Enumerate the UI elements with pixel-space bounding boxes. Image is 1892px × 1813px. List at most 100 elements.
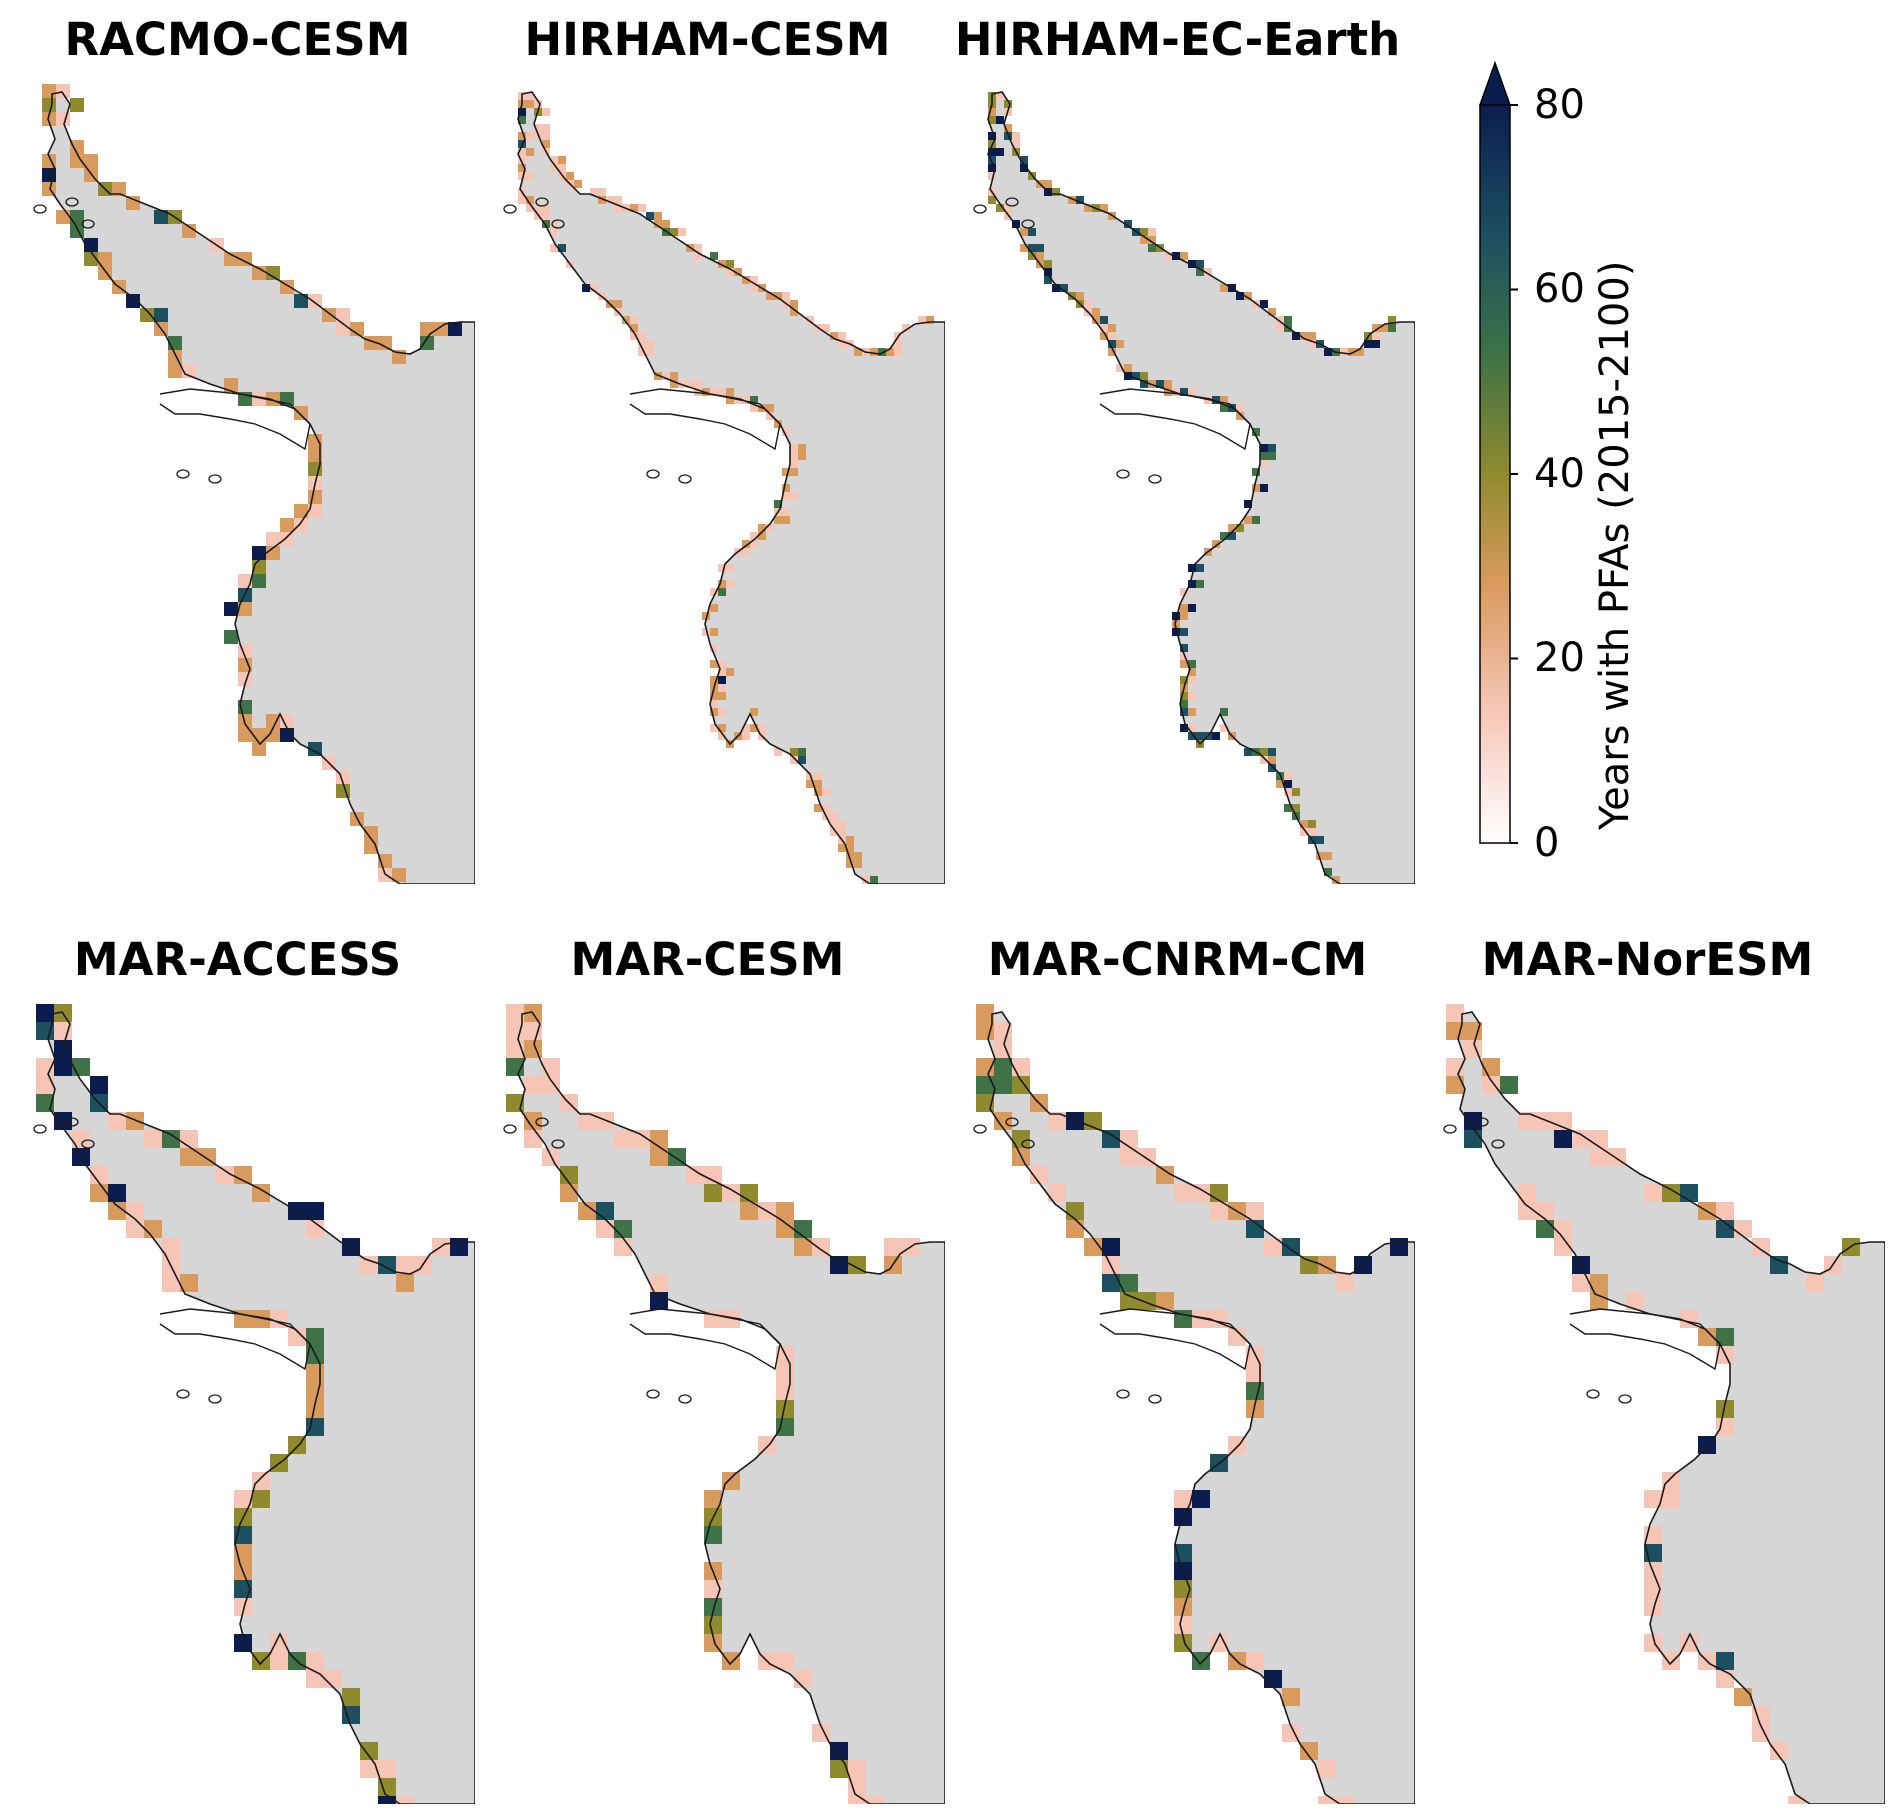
pfa-cell: [718, 708, 726, 716]
pfa-cell: [1252, 468, 1260, 476]
pfa-cell: [1030, 1166, 1048, 1184]
pfa-cell: [710, 692, 718, 700]
pfa-cell: [306, 1400, 324, 1418]
colorbar-gradient: [1478, 60, 1518, 844]
pfa-cell: [1188, 708, 1196, 716]
land-mass: [988, 1012, 1415, 1804]
panel-mar-access: MAR-ACCESS: [0, 932, 475, 1807]
pfa-cells: [988, 92, 1396, 884]
pfa-cell: [1236, 524, 1244, 532]
pfa-cell: [1246, 1364, 1264, 1382]
pfa-cell: [1180, 644, 1188, 652]
pfa-cell: [790, 308, 798, 316]
pfa-cell: [1752, 1724, 1770, 1742]
pfa-cell: [1188, 732, 1196, 740]
pfa-cell: [342, 1688, 360, 1706]
pfa-cell: [678, 228, 686, 236]
pfa-cell: [54, 1058, 72, 1076]
pfa-cell: [288, 1328, 306, 1346]
pfa-cell: [112, 182, 126, 196]
island-outline: [1491, 1139, 1505, 1149]
pfa-cell: [1276, 780, 1284, 788]
pfa-cell: [1260, 452, 1268, 460]
pfa-cell: [518, 164, 526, 172]
pfa-cell: [1100, 332, 1108, 340]
pfa-cell: [1662, 1472, 1680, 1490]
pfa-cell: [1020, 244, 1028, 252]
pfa-cell: [180, 1130, 198, 1148]
pfa-cell: [154, 308, 168, 322]
pfa-cell: [1572, 1274, 1590, 1292]
pfa-cell: [1196, 580, 1204, 588]
pfa-cell: [1092, 308, 1100, 316]
pfa-cell: [294, 504, 308, 518]
pfa-cell: [1260, 756, 1268, 764]
pfa-cell: [1028, 244, 1036, 252]
pfa-cell: [550, 228, 558, 236]
pfa-cell: [542, 212, 550, 220]
pfa-cell: [1300, 820, 1308, 828]
pfa-cell: [238, 658, 252, 672]
pfa-cell: [1268, 452, 1276, 460]
coastline: [1457, 1011, 1885, 1804]
pfa-cell: [646, 340, 654, 348]
pfa-cell: [306, 1382, 324, 1400]
pfa-cell: [1590, 1292, 1608, 1310]
pfa-cell: [1284, 788, 1292, 796]
pfa-cell: [1220, 724, 1228, 732]
colorbar-label: Years with PFAs (2015-2100): [1592, 260, 1638, 830]
pfa-cell: [650, 1148, 668, 1166]
pfa-cell: [726, 396, 734, 404]
pfa-cell: [1092, 316, 1100, 324]
island-outline: [81, 1139, 95, 1149]
island-outline: [176, 1389, 190, 1399]
pfa-cell: [1172, 620, 1180, 628]
pfa-cell: [1140, 380, 1148, 388]
pfa-cell: [988, 196, 996, 204]
pfa-cell: [694, 388, 702, 396]
pfa-cell: [1292, 804, 1300, 812]
pfa-cell: [774, 516, 782, 524]
pfa-cell: [596, 1112, 614, 1130]
pfa-cell: [1028, 252, 1036, 260]
pfa-cell: [1788, 1796, 1806, 1804]
pfa-cell: [1120, 1292, 1138, 1310]
pfa-cell: [1100, 204, 1108, 212]
pfa-cell: [646, 212, 654, 220]
pfa-cell: [1210, 1310, 1228, 1328]
pfa-cell: [36, 1094, 54, 1112]
island-outline: [535, 1117, 549, 1127]
pfa-cell: [822, 804, 830, 812]
pfa-cell: [1156, 1166, 1174, 1184]
pfa-cell: [782, 484, 790, 492]
pfa-cell: [926, 316, 934, 324]
pfa-cell: [750, 540, 758, 548]
colorbar-tick-0: 0: [1534, 820, 1560, 866]
pfa-cell: [862, 876, 870, 884]
pfa-cell: [90, 1076, 108, 1094]
pfa-cell: [1076, 292, 1084, 300]
pfa-cell: [722, 1184, 740, 1202]
pfa-cell: [1132, 372, 1140, 380]
pfa-cell: [1662, 1652, 1680, 1670]
pfa-cell: [704, 1184, 722, 1202]
pfa-cell: [988, 132, 996, 140]
pfa-cell: [830, 1256, 848, 1274]
pfa-cell: [1156, 380, 1164, 388]
pfa-cell: [1196, 732, 1204, 740]
pfa-cell: [1084, 300, 1092, 308]
pfa-cell: [1308, 340, 1316, 348]
pfa-cell: [252, 392, 266, 406]
pfa-cell: [726, 580, 734, 588]
pfa-cell: [1244, 516, 1252, 524]
pfa-cell: [1644, 1598, 1662, 1616]
pfa-cell: [1196, 260, 1204, 268]
ice-shelf-line: [159, 1308, 311, 1371]
pfa-cell: [830, 332, 838, 340]
pfa-cell: [1464, 1112, 1482, 1130]
pfa-cell: [866, 1796, 884, 1804]
pfa-cell: [718, 580, 726, 588]
pfa-cell: [1220, 404, 1228, 412]
pfa-cell: [252, 1472, 270, 1490]
pfa-cell: [180, 1148, 198, 1166]
